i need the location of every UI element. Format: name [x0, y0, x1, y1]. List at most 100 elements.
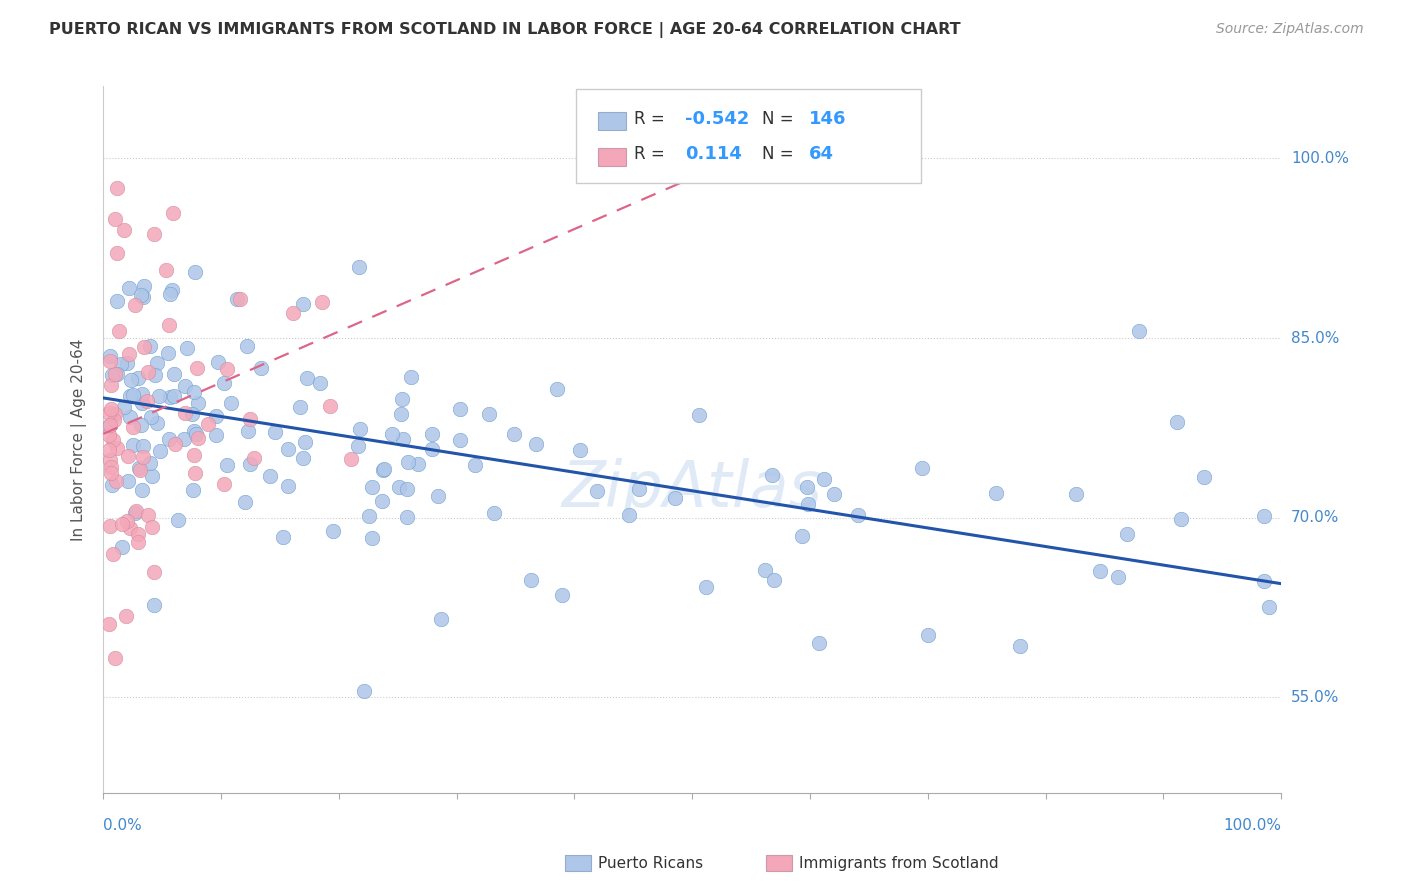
Point	[1008, 639, 1031, 653]
Text: Source: ZipAtlas.com: Source: ZipAtlas.com	[1216, 22, 1364, 37]
Text: 0.114: 0.114	[685, 145, 741, 163]
Point	[184, 466, 207, 480]
Point	[371, 494, 394, 508]
Point	[104, 474, 127, 488]
Point	[1088, 564, 1111, 578]
Point	[98, 617, 121, 632]
Point	[294, 435, 316, 450]
Point	[359, 509, 381, 524]
Point	[104, 367, 127, 381]
Point	[101, 368, 124, 383]
Point	[754, 563, 776, 577]
Point	[141, 409, 163, 424]
Point	[204, 427, 226, 442]
Point	[105, 246, 128, 260]
Point	[238, 424, 260, 438]
Point	[318, 399, 340, 413]
Point	[100, 377, 122, 392]
Point	[381, 427, 404, 442]
Point	[1115, 527, 1137, 541]
Text: 70.0%: 70.0%	[1291, 510, 1339, 525]
Point	[180, 407, 202, 421]
Point	[695, 581, 717, 595]
Point	[139, 456, 162, 470]
Text: 146: 146	[808, 110, 846, 128]
Point	[143, 368, 166, 382]
Point	[120, 521, 142, 535]
Point	[349, 422, 371, 436]
Point	[100, 466, 122, 480]
Point	[277, 479, 299, 493]
Point	[132, 450, 155, 464]
Point	[120, 373, 142, 387]
Point	[129, 418, 152, 433]
Text: 55.0%: 55.0%	[1291, 690, 1339, 705]
Point	[808, 635, 831, 649]
Point	[395, 510, 418, 524]
Point	[430, 612, 453, 626]
Point	[121, 420, 143, 434]
Point	[347, 438, 370, 452]
Point	[295, 371, 318, 385]
Point	[399, 369, 422, 384]
Point	[361, 480, 384, 494]
Point	[235, 495, 257, 509]
Text: -0.542: -0.542	[685, 110, 749, 128]
Point	[212, 477, 235, 491]
Point	[98, 518, 121, 533]
Point	[132, 279, 155, 293]
Point	[176, 341, 198, 355]
Point	[823, 487, 845, 501]
Point	[124, 506, 146, 520]
Point	[790, 528, 813, 542]
Point	[143, 565, 166, 579]
Point	[166, 513, 188, 527]
Point	[117, 449, 139, 463]
Point	[156, 346, 179, 360]
Point	[236, 339, 259, 353]
Point	[104, 651, 127, 665]
Point	[520, 573, 543, 587]
Point	[118, 347, 141, 361]
Point	[125, 504, 148, 518]
Point	[141, 520, 163, 534]
Point	[122, 388, 145, 402]
Text: PUERTO RICAN VS IMMIGRANTS FROM SCOTLAND IN LABOR FORCE | AGE 20-64 CORRELATION : PUERTO RICAN VS IMMIGRANTS FROM SCOTLAND…	[49, 22, 960, 38]
Point	[197, 417, 219, 431]
Point	[181, 483, 204, 497]
Point	[984, 485, 1007, 500]
Point	[122, 438, 145, 452]
Point	[112, 400, 135, 414]
Point	[159, 286, 181, 301]
Point	[98, 353, 121, 368]
Point	[389, 407, 412, 421]
Point	[98, 443, 121, 458]
Point	[1128, 324, 1150, 338]
Point	[846, 508, 869, 522]
Point	[146, 416, 169, 430]
Point	[184, 265, 207, 279]
Point	[215, 458, 238, 472]
Point	[148, 389, 170, 403]
Point	[1107, 570, 1129, 584]
Point	[110, 357, 132, 371]
Point	[1253, 574, 1275, 589]
Point	[347, 260, 370, 274]
Point	[183, 424, 205, 438]
Point	[157, 432, 180, 446]
Point	[396, 455, 419, 469]
Point	[617, 508, 640, 522]
Point	[127, 371, 149, 385]
Point	[159, 390, 181, 404]
Point	[292, 450, 315, 465]
Point	[420, 427, 443, 442]
Point	[141, 468, 163, 483]
Point	[420, 442, 443, 457]
Point	[120, 389, 142, 403]
Text: R =: R =	[634, 110, 665, 128]
Text: 0.0%: 0.0%	[103, 818, 142, 833]
Point	[1170, 512, 1192, 526]
Point	[243, 450, 266, 465]
Point	[174, 406, 197, 420]
Point	[101, 547, 124, 561]
